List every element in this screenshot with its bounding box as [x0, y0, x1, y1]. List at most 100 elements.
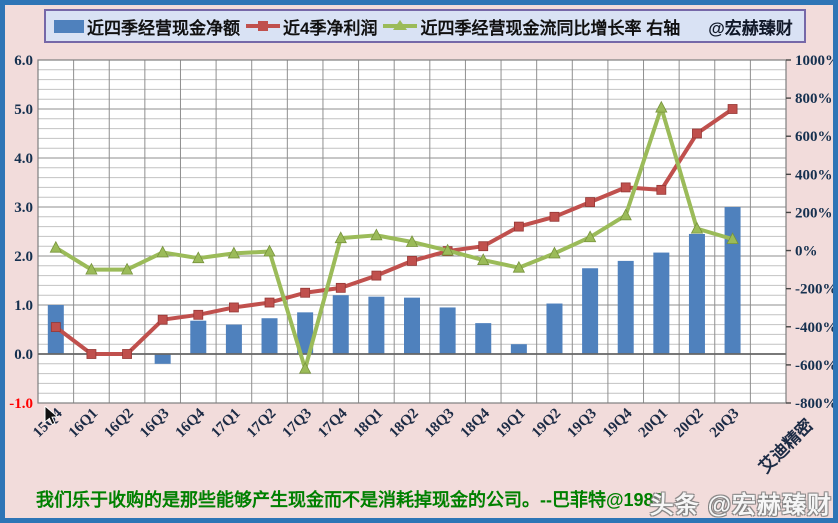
x-axis-label-17Q2: 17Q2: [244, 406, 279, 441]
left-axis-label: 0.0: [14, 347, 33, 363]
growth-point-18Q4: [477, 253, 490, 265]
left-axis-label: 2.0: [14, 249, 33, 265]
growth-point-19Q1: [512, 260, 526, 273]
net-profit-point-18Q2: [407, 255, 417, 266]
growth-point-19Q3: [583, 230, 597, 243]
net-profit-point-20Q2: [692, 128, 702, 139]
line-square-swatch-icon: [246, 21, 280, 31]
right-axis-label: 200%: [795, 205, 833, 221]
cash-bar-20Q1: [653, 252, 670, 354]
company-name-label: 艾迪精密: [755, 415, 817, 477]
growth-point-18Q2: [405, 235, 419, 247]
growth-point-18Q1: [370, 228, 383, 241]
net-profit-point-16Q1: [86, 349, 97, 359]
net-profit-point-15Q4: [50, 322, 61, 332]
growth-point-17Q2: [263, 244, 276, 257]
net-profit-point-17Q4: [335, 282, 346, 293]
growth-point-17Q4: [334, 231, 347, 244]
left-axis-label: 3.0: [14, 200, 33, 216]
net-profit-point-18Q1: [371, 270, 382, 281]
legend-label-net-profit: 近4季净利润: [283, 18, 378, 38]
triangle-marker-icon: [393, 20, 408, 30]
left-axis-label: -1.0: [9, 396, 33, 412]
cash-bar-20Q2: [688, 233, 705, 354]
x-axis-label-18Q1: 18Q1: [351, 406, 386, 441]
triangle-series-line: [54, 105, 734, 371]
x-axis-label-16Q4: 16Q4: [173, 405, 209, 441]
cash-bar-17Q1: [225, 324, 242, 354]
cash-bar-19Q3: [582, 268, 599, 354]
cash-bar-18Q4: [475, 323, 492, 354]
net-profit-point-19Q2: [549, 211, 560, 222]
right-axis-label: -800%: [795, 396, 838, 412]
watermark: 头条 @宏赫臻财: [650, 485, 832, 520]
x-axis-label-20Q1: 20Q1: [636, 406, 671, 441]
net-profit-point-19Q3: [585, 197, 595, 208]
growth-point-16Q2: [120, 262, 134, 275]
growth-point-16Q1: [85, 262, 98, 275]
x-axis-label-19Q3: 19Q3: [564, 406, 599, 441]
right-axis-label: -600%: [795, 358, 838, 374]
net-profit-point-17Q3: [300, 287, 311, 298]
x-axis-label-20Q2: 20Q2: [671, 406, 706, 441]
growth-point-18Q3: [441, 243, 454, 256]
growth-point-19Q2: [548, 246, 561, 259]
net-profit-point-16Q4: [193, 309, 204, 320]
chart-legend: 近四季经营现金净额 近4季净利润 近四季经营现金流同比增长率 右轴 @宏赫臻财: [44, 9, 806, 43]
net-profit-point-20Q1: [656, 184, 667, 195]
x-axis-label-20Q3: 20Q3: [707, 406, 742, 441]
quote-text: 我们乐于收购的是那些能够产生现金而不是消耗掉现金的公司。--巴菲特@1980: [36, 490, 664, 510]
brand-handle: @宏赫臻财: [708, 18, 793, 38]
right-axis-label: 400%: [795, 167, 833, 183]
cash-bar-19Q4: [617, 260, 634, 354]
right-axis-label: 600%: [795, 129, 833, 145]
x-axis-label-16Q3: 16Q3: [137, 406, 172, 441]
right-axis-label: 800%: [795, 91, 833, 107]
left-axis-label: 4.0: [14, 151, 33, 167]
bar-swatch-icon: [54, 19, 84, 33]
growth-point-20Q2: [690, 221, 704, 234]
x-axis-label-16Q2: 16Q2: [101, 406, 136, 441]
net-profit-point-17Q2: [264, 297, 275, 308]
legend-item-net-profit: 近4季净利润: [240, 14, 377, 39]
cash-bar-18Q1: [368, 296, 385, 354]
cash-bar-18Q3: [439, 307, 456, 354]
x-axis-label-17Q3: 17Q3: [279, 406, 314, 441]
net-profit-point-16Q3: [157, 314, 168, 325]
watermark-handle: @宏赫臻财: [707, 492, 832, 519]
square-marker-icon: [258, 21, 268, 31]
growth-point-17Q1: [227, 246, 241, 259]
growth-point-15Q4: [49, 240, 62, 253]
growth-point-20Q1: [655, 100, 668, 113]
x-axis-label-17Q1: 17Q1: [208, 406, 243, 441]
legend-label-operating-cash: 近四季经营现金净额: [87, 18, 240, 38]
net-profit-point-17Q1: [229, 302, 239, 313]
right-axis-label: -400%: [795, 320, 838, 336]
legend-label-growth-rate: 近四季经营现金流同比增长率 右轴: [420, 18, 681, 38]
net-profit-point-16Q2: [122, 349, 132, 359]
cash-bar-17Q4: [332, 295, 349, 354]
net-profit-point-19Q4: [620, 182, 631, 193]
left-axis-label: 5.0: [14, 102, 33, 118]
growth-point-19Q4: [619, 208, 632, 221]
cash-bar-18Q2: [404, 297, 420, 354]
cash-bar-20Q3: [724, 207, 741, 354]
x-axis-label-19Q4: 19Q4: [600, 405, 636, 441]
net-profit-point-18Q4: [478, 241, 489, 252]
x-axis-label-19Q2: 19Q2: [529, 406, 564, 441]
right-axis-label: 1000%: [795, 53, 838, 69]
mouse-cursor-icon: [44, 406, 59, 426]
cash-bar-19Q2: [546, 303, 563, 354]
chart-canvas: 6.0 5.0 4.0 3.0 2.0 1.0 0.0 -1.0 1000% 800% 600% 40…: [9, 53, 838, 477]
cash-bar-16Q4: [190, 320, 207, 354]
net-profit-point-20Q3: [727, 104, 738, 114]
line-triangle-swatch-icon: [383, 20, 418, 30]
legend-item-growth-rate: 近四季经营现金流同比增长率 右轴: [377, 14, 680, 39]
watermark-platform: 头条: [649, 492, 700, 519]
x-axis-label-18Q2: 18Q2: [386, 406, 421, 441]
x-axis-label-18Q4: 18Q4: [458, 405, 494, 441]
cash-bar-16Q3: [154, 354, 171, 364]
growth-point-20Q3: [726, 232, 739, 245]
x-axis-label-18Q3: 18Q3: [422, 406, 457, 441]
